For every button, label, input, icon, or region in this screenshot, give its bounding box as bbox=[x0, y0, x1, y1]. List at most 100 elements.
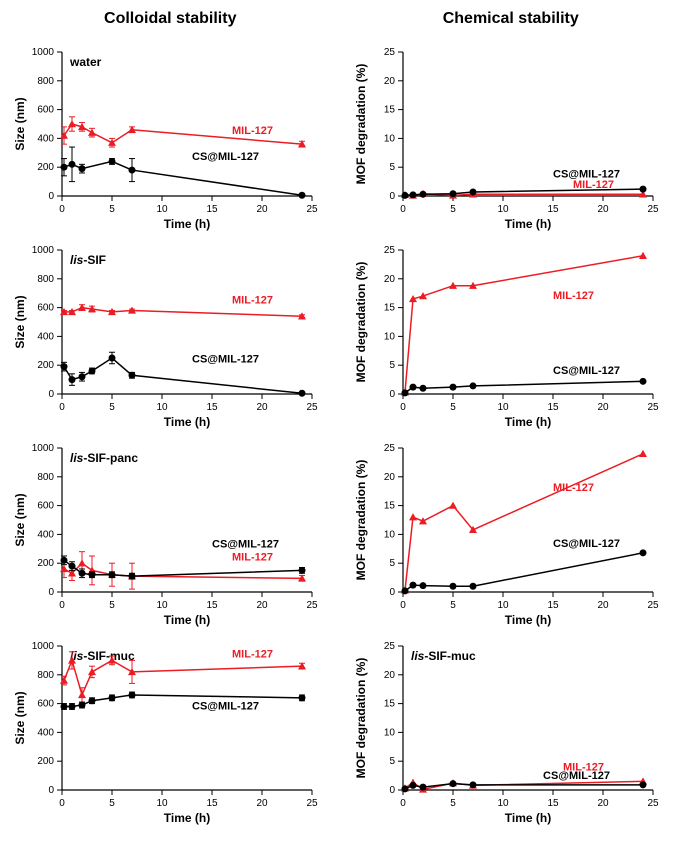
svg-text:5: 5 bbox=[389, 558, 395, 569]
svg-text:5: 5 bbox=[450, 600, 456, 611]
svg-text:25: 25 bbox=[306, 204, 318, 215]
svg-text:5: 5 bbox=[389, 162, 395, 173]
col-header-right: Chemical stability bbox=[351, 10, 672, 28]
svg-text:15: 15 bbox=[383, 699, 395, 710]
svg-text:0: 0 bbox=[389, 191, 395, 202]
svg-text:20: 20 bbox=[256, 402, 268, 413]
svg-text:10: 10 bbox=[497, 204, 509, 215]
svg-text:5: 5 bbox=[450, 402, 456, 413]
svg-text:1000: 1000 bbox=[32, 641, 55, 652]
svg-text:600: 600 bbox=[37, 699, 54, 710]
svg-text:10: 10 bbox=[497, 600, 509, 611]
svg-text:25: 25 bbox=[383, 245, 395, 256]
svg-text:0: 0 bbox=[48, 785, 54, 796]
panel: 05101520250510152025Time (h)MOF degradat… bbox=[351, 238, 661, 428]
series-label: MIL-127 bbox=[553, 290, 594, 302]
svg-text:10: 10 bbox=[156, 600, 168, 611]
svg-text:25: 25 bbox=[383, 641, 395, 652]
svg-text:15: 15 bbox=[547, 402, 559, 413]
series-label: CS@MIL-127 bbox=[553, 365, 620, 377]
svg-text:15: 15 bbox=[547, 600, 559, 611]
svg-text:20: 20 bbox=[383, 670, 395, 681]
series-label: CS@MIL-127 bbox=[192, 151, 259, 163]
svg-text:5: 5 bbox=[109, 204, 115, 215]
svg-text:20: 20 bbox=[597, 600, 609, 611]
panel: 05101520250510152025Time (h)MOF degradat… bbox=[351, 40, 661, 230]
series-label: MIL-127 bbox=[232, 551, 273, 563]
svg-text:0: 0 bbox=[48, 389, 54, 400]
svg-text:1000: 1000 bbox=[32, 443, 55, 454]
panel-title: lis-SIF-panc bbox=[70, 451, 138, 465]
svg-text:Time (h): Time (h) bbox=[164, 217, 210, 231]
svg-text:200: 200 bbox=[37, 162, 54, 173]
chart-panel: 05101520250510152025Time (h)MOF degradat… bbox=[351, 40, 661, 234]
svg-text:Size (nm): Size (nm) bbox=[13, 97, 27, 150]
chart-panel: 05101520250510152025Time (h)MOF degradat… bbox=[351, 634, 661, 828]
series-label: CS@MIL-127 bbox=[553, 538, 620, 550]
svg-text:15: 15 bbox=[206, 798, 218, 809]
series-label: MIL-127 bbox=[232, 294, 273, 306]
svg-text:200: 200 bbox=[37, 558, 54, 569]
svg-text:600: 600 bbox=[37, 303, 54, 314]
svg-text:800: 800 bbox=[37, 76, 54, 87]
svg-text:20: 20 bbox=[597, 402, 609, 413]
svg-text:25: 25 bbox=[647, 402, 659, 413]
svg-text:0: 0 bbox=[400, 600, 406, 611]
svg-text:5: 5 bbox=[109, 600, 115, 611]
svg-text:5: 5 bbox=[450, 798, 456, 809]
svg-text:400: 400 bbox=[37, 133, 54, 144]
svg-text:20: 20 bbox=[383, 274, 395, 285]
svg-text:15: 15 bbox=[383, 303, 395, 314]
svg-text:0: 0 bbox=[59, 204, 65, 215]
svg-text:10: 10 bbox=[156, 798, 168, 809]
svg-text:MOF degradation (%): MOF degradation (%) bbox=[354, 262, 368, 383]
series-label: CS@MIL-127 bbox=[192, 700, 259, 712]
svg-text:0: 0 bbox=[400, 204, 406, 215]
svg-text:0: 0 bbox=[400, 402, 406, 413]
svg-text:10: 10 bbox=[497, 402, 509, 413]
panel: 05101520250510152025Time (h)MOF degradat… bbox=[351, 436, 661, 626]
svg-text:15: 15 bbox=[383, 105, 395, 116]
panel-title: lis-SIF bbox=[70, 253, 106, 267]
svg-text:400: 400 bbox=[37, 331, 54, 342]
svg-text:200: 200 bbox=[37, 756, 54, 767]
series-label: MIL-127 bbox=[232, 125, 273, 137]
panel: 051015202502004006008001000Time (h)Size … bbox=[10, 238, 320, 428]
svg-text:0: 0 bbox=[389, 389, 395, 400]
panel: 05101520250510152025Time (h)MOF degradat… bbox=[351, 634, 661, 824]
panel-title: lis-SIF-muc bbox=[411, 649, 476, 663]
svg-text:Time (h): Time (h) bbox=[164, 613, 210, 627]
svg-text:10: 10 bbox=[383, 727, 395, 738]
chart-panel: 05101520250510152025Time (h)MOF degradat… bbox=[351, 436, 661, 630]
svg-text:0: 0 bbox=[48, 587, 54, 598]
svg-text:1000: 1000 bbox=[32, 47, 55, 58]
svg-text:0: 0 bbox=[389, 785, 395, 796]
svg-text:Time (h): Time (h) bbox=[504, 415, 550, 429]
chart-panel: 051015202502004006008001000Time (h)Size … bbox=[10, 40, 320, 234]
series-label: MIL-127 bbox=[553, 482, 594, 494]
svg-text:MOF degradation (%): MOF degradation (%) bbox=[354, 658, 368, 779]
svg-text:25: 25 bbox=[306, 402, 318, 413]
chart-panel: 051015202502004006008001000Time (h)Size … bbox=[10, 634, 320, 828]
svg-text:20: 20 bbox=[383, 76, 395, 87]
svg-text:Time (h): Time (h) bbox=[504, 613, 550, 627]
svg-text:Time (h): Time (h) bbox=[164, 811, 210, 825]
svg-text:10: 10 bbox=[156, 402, 168, 413]
series-label: MIL-127 bbox=[573, 179, 614, 191]
svg-text:800: 800 bbox=[37, 670, 54, 681]
svg-text:15: 15 bbox=[206, 204, 218, 215]
svg-text:20: 20 bbox=[256, 798, 268, 809]
svg-text:5: 5 bbox=[450, 204, 456, 215]
series-label: CS@MIL-127 bbox=[212, 538, 279, 550]
panel: 051015202502004006008001000Time (h)Size … bbox=[10, 436, 320, 626]
svg-text:400: 400 bbox=[37, 529, 54, 540]
svg-text:20: 20 bbox=[256, 600, 268, 611]
svg-text:15: 15 bbox=[206, 402, 218, 413]
svg-text:Size (nm): Size (nm) bbox=[13, 691, 27, 744]
svg-text:Size (nm): Size (nm) bbox=[13, 295, 27, 348]
svg-text:5: 5 bbox=[389, 756, 395, 767]
svg-text:20: 20 bbox=[597, 204, 609, 215]
svg-text:10: 10 bbox=[156, 204, 168, 215]
svg-text:20: 20 bbox=[597, 798, 609, 809]
svg-text:10: 10 bbox=[383, 133, 395, 144]
